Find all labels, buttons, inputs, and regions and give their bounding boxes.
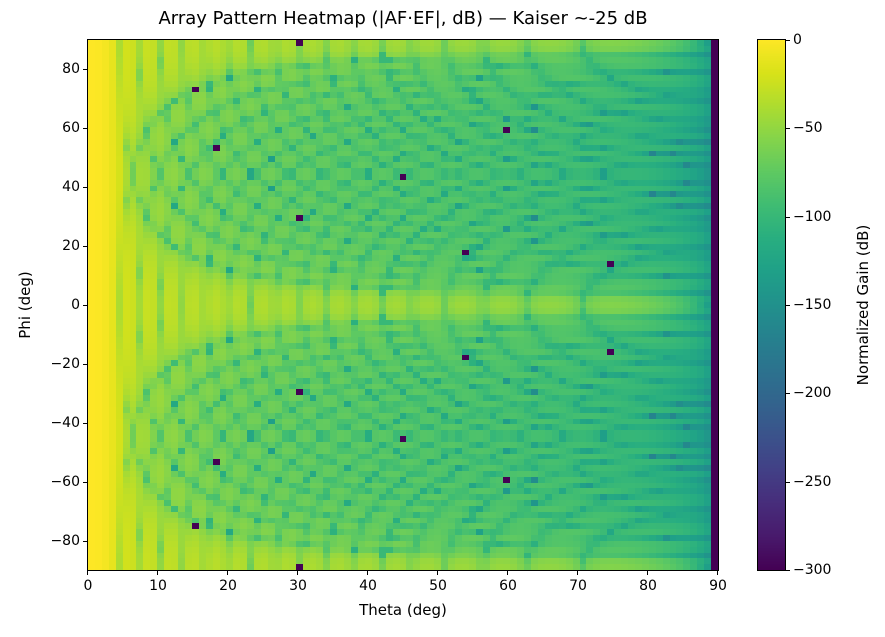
y-tick-label: 40 [62, 179, 80, 195]
y-tick [83, 69, 87, 70]
colorbar-tick-label: −200 [793, 385, 832, 401]
x-tick [297, 571, 298, 575]
x-tick-label: 80 [639, 578, 657, 594]
x-tick-label: 20 [219, 578, 237, 594]
colorbar-tick-label: −300 [793, 562, 832, 578]
heatmap-canvas [88, 40, 718, 570]
x-tick [717, 571, 718, 575]
y-tick [83, 541, 87, 542]
colorbar [757, 39, 786, 571]
y-tick-label: −80 [50, 533, 80, 549]
y-tick-label: −60 [50, 474, 80, 490]
y-tick-label: −20 [50, 356, 80, 372]
x-tick-label: 60 [499, 578, 517, 594]
x-tick [437, 571, 438, 575]
y-tick [83, 305, 87, 306]
colorbar-tick-label: −50 [793, 120, 823, 136]
y-tick-label: 60 [62, 120, 80, 136]
x-tick-label: 0 [83, 578, 93, 594]
y-axis-label: Phi (deg) [16, 271, 34, 339]
x-tick [157, 571, 158, 575]
x-tick-label: 10 [149, 578, 167, 594]
x-tick [367, 571, 368, 575]
y-tick [83, 364, 87, 365]
y-tick-label: 80 [62, 61, 80, 77]
colorbar-tick-label: 0 [793, 32, 802, 48]
x-tick [87, 571, 88, 575]
x-tick [507, 571, 508, 575]
colorbar-tick [786, 393, 790, 394]
y-tick [83, 423, 87, 424]
x-tick-label: 90 [709, 578, 727, 594]
x-tick-label: 30 [289, 578, 307, 594]
x-tick [577, 571, 578, 575]
colorbar-tick [786, 482, 790, 483]
y-tick [83, 246, 87, 247]
y-tick [83, 128, 87, 129]
colorbar-tick [786, 305, 790, 306]
x-tick-label: 50 [429, 578, 447, 594]
y-tick [83, 482, 87, 483]
colorbar-tick-label: −250 [793, 474, 832, 490]
y-tick-label: 20 [62, 238, 80, 254]
x-tick-label: 70 [569, 578, 587, 594]
colorbar-tick [786, 128, 790, 129]
colorbar-tick-label: −100 [793, 209, 832, 225]
y-tick-label: 0 [71, 297, 80, 313]
colorbar-tick [786, 40, 790, 41]
colorbar-tick [786, 217, 790, 218]
x-tick [647, 571, 648, 575]
colorbar-canvas [758, 40, 785, 570]
y-tick-label: −40 [50, 415, 80, 431]
x-tick-label: 40 [359, 578, 377, 594]
x-axis-label: Theta (deg) [359, 601, 447, 619]
chart-title: Array Pattern Heatmap (|AF·EF|, dB) — Ka… [158, 8, 648, 29]
colorbar-tick [786, 570, 790, 571]
colorbar-label: Normalized Gain (dB) [854, 224, 872, 386]
colorbar-tick-label: −150 [793, 297, 832, 313]
y-tick [83, 187, 87, 188]
x-tick [227, 571, 228, 575]
plot-area [87, 39, 719, 571]
